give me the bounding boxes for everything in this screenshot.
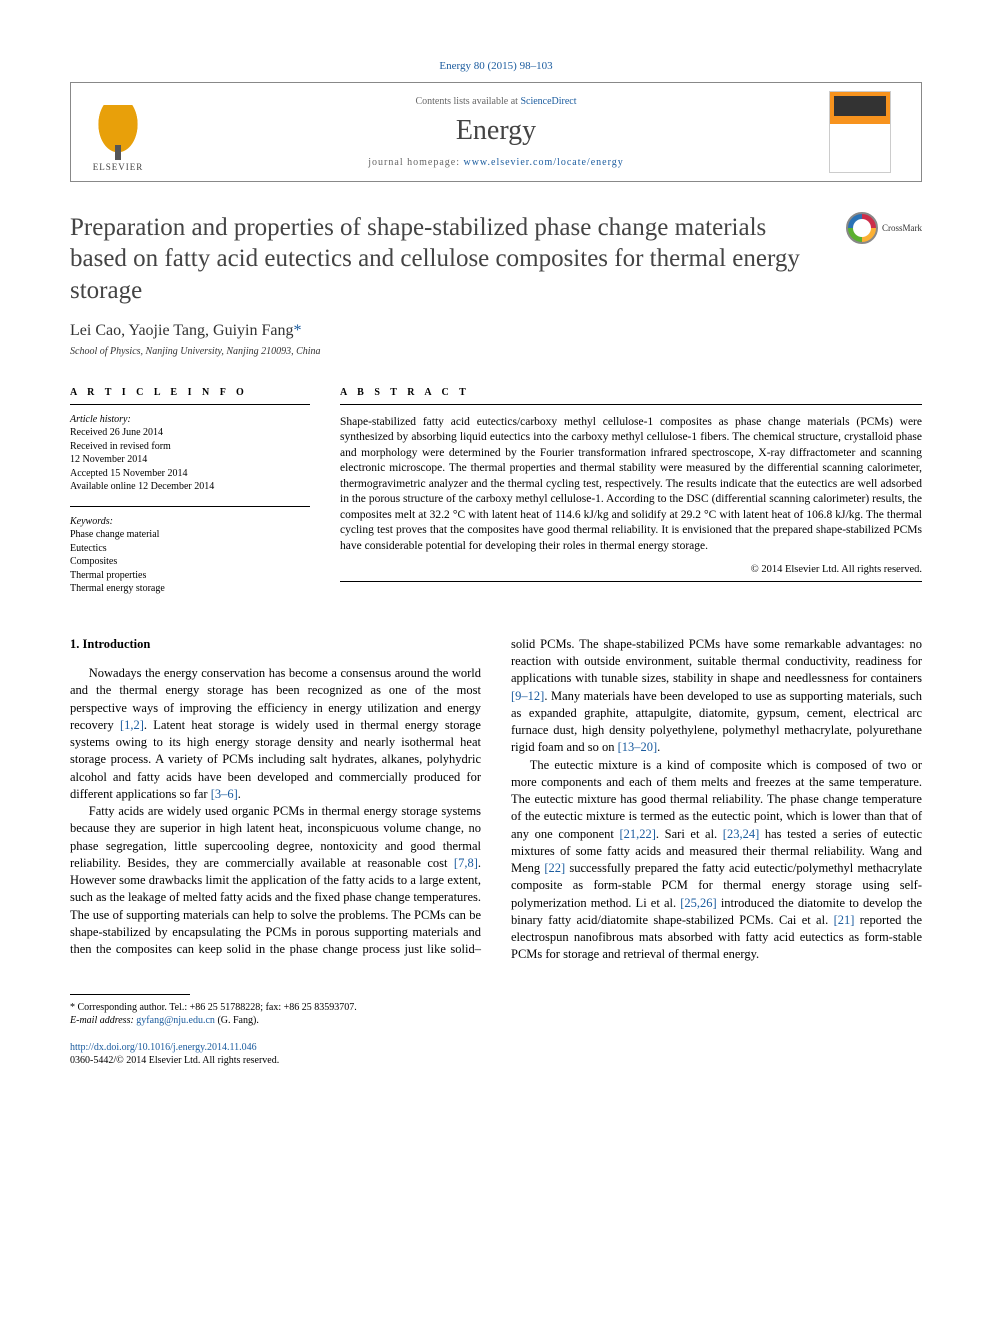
homepage-line: journal homepage: www.elsevier.com/locat… — [163, 157, 829, 168]
abstract-copyright: © 2014 Elsevier Ltd. All rights reserved… — [340, 564, 922, 575]
history-online: Available online 12 December 2014 — [70, 480, 310, 494]
keyword: Eutectics — [70, 542, 310, 556]
article-info-label: A R T I C L E I N F O — [70, 387, 310, 398]
ref-link[interactable]: [1,2] — [120, 718, 144, 732]
publisher-name: ELSEVIER — [93, 162, 144, 172]
keyword: Composites — [70, 555, 310, 569]
history-revised-date: 12 November 2014 — [70, 453, 310, 467]
ref-link[interactable]: [22] — [544, 861, 565, 875]
history-revised: Received in revised form — [70, 440, 310, 454]
publisher-logo: ELSEVIER — [83, 92, 163, 172]
issn-copyright: 0360-5442/© 2014 Elsevier Ltd. All right… — [70, 1054, 922, 1067]
divider — [70, 404, 310, 405]
keyword: Phase change material — [70, 528, 310, 542]
top-citation: Energy 80 (2015) 98–103 — [70, 60, 922, 72]
abstract-block: A B S T R A C T Shape-stabilized fatty a… — [340, 387, 922, 596]
elsevier-tree-icon — [93, 105, 143, 160]
divider — [340, 581, 922, 582]
author-email-link[interactable]: gyfang@nju.edu.cn — [136, 1015, 215, 1026]
contents-prefix: Contents lists available at — [415, 96, 520, 107]
abstract-text: Shape-stabilized fatty acid eutectics/ca… — [340, 415, 922, 555]
crossmark-badge[interactable]: CrossMark — [846, 212, 922, 244]
divider — [340, 404, 922, 405]
footnotes: * Corresponding author. Tel.: +86 25 517… — [70, 1001, 922, 1027]
section-heading: 1. Introduction — [70, 636, 481, 653]
article-title: Preparation and properties of shape-stab… — [70, 212, 826, 306]
body-paragraph: Nowadays the energy conservation has bec… — [70, 665, 481, 803]
authors-names: Lei Cao, Yaojie Tang, Guiyin Fang — [70, 322, 293, 339]
corresponding-marker: * — [293, 322, 301, 339]
article-body: 1. Introduction Nowadays the energy cons… — [70, 636, 922, 964]
crossmark-label: CrossMark — [882, 223, 922, 233]
journal-name: Energy — [163, 115, 829, 147]
corresponding-author-note: * Corresponding author. Tel.: +86 25 517… — [70, 1001, 922, 1014]
cover-thumbnail-icon — [829, 91, 891, 173]
homepage-prefix: journal homepage: — [368, 157, 463, 168]
ref-link[interactable]: [21] — [834, 913, 855, 927]
history-accepted: Accepted 15 November 2014 — [70, 467, 310, 481]
history-label: Article history: — [70, 413, 310, 427]
article-info-block: A R T I C L E I N F O Article history: R… — [70, 387, 310, 596]
homepage-link[interactable]: www.elsevier.com/locate/energy — [463, 157, 623, 168]
journal-cover — [829, 91, 909, 173]
footer-block: http://dx.doi.org/10.1016/j.energy.2014.… — [70, 1041, 922, 1067]
article-history: Article history: Received 26 June 2014 R… — [70, 413, 310, 494]
keyword: Thermal properties — [70, 569, 310, 583]
contents-line: Contents lists available at ScienceDirec… — [163, 96, 829, 107]
affiliation: School of Physics, Nanjing University, N… — [70, 346, 922, 357]
ref-link[interactable]: [13–20] — [618, 740, 658, 754]
ref-link[interactable]: [3–6] — [211, 787, 238, 801]
keyword: Thermal energy storage — [70, 582, 310, 596]
authors-line: Lei Cao, Yaojie Tang, Guiyin Fang* — [70, 322, 922, 340]
keywords-block: Keywords: Phase change material Eutectic… — [70, 515, 310, 596]
footnote-separator — [70, 994, 190, 995]
ref-link[interactable]: [23,24] — [723, 827, 759, 841]
body-paragraph: The eutectic mixture is a kind of compos… — [511, 757, 922, 964]
journal-header: ELSEVIER Contents lists available at Sci… — [70, 82, 922, 182]
ref-link[interactable]: [9–12] — [511, 689, 544, 703]
ref-link[interactable]: [7,8] — [454, 856, 478, 870]
history-received: Received 26 June 2014 — [70, 426, 310, 440]
email-suffix: (G. Fang). — [215, 1015, 259, 1026]
crossmark-icon — [846, 212, 878, 244]
ref-link[interactable]: [21,22] — [619, 827, 655, 841]
doi-link[interactable]: http://dx.doi.org/10.1016/j.energy.2014.… — [70, 1042, 257, 1053]
email-label: E-mail address: — [70, 1015, 136, 1026]
keywords-label: Keywords: — [70, 515, 310, 529]
abstract-label: A B S T R A C T — [340, 387, 922, 398]
ref-link[interactable]: [25,26] — [680, 896, 716, 910]
email-line: E-mail address: gyfang@nju.edu.cn (G. Fa… — [70, 1014, 922, 1027]
sciencedirect-link[interactable]: ScienceDirect — [520, 96, 576, 107]
divider — [70, 506, 310, 507]
